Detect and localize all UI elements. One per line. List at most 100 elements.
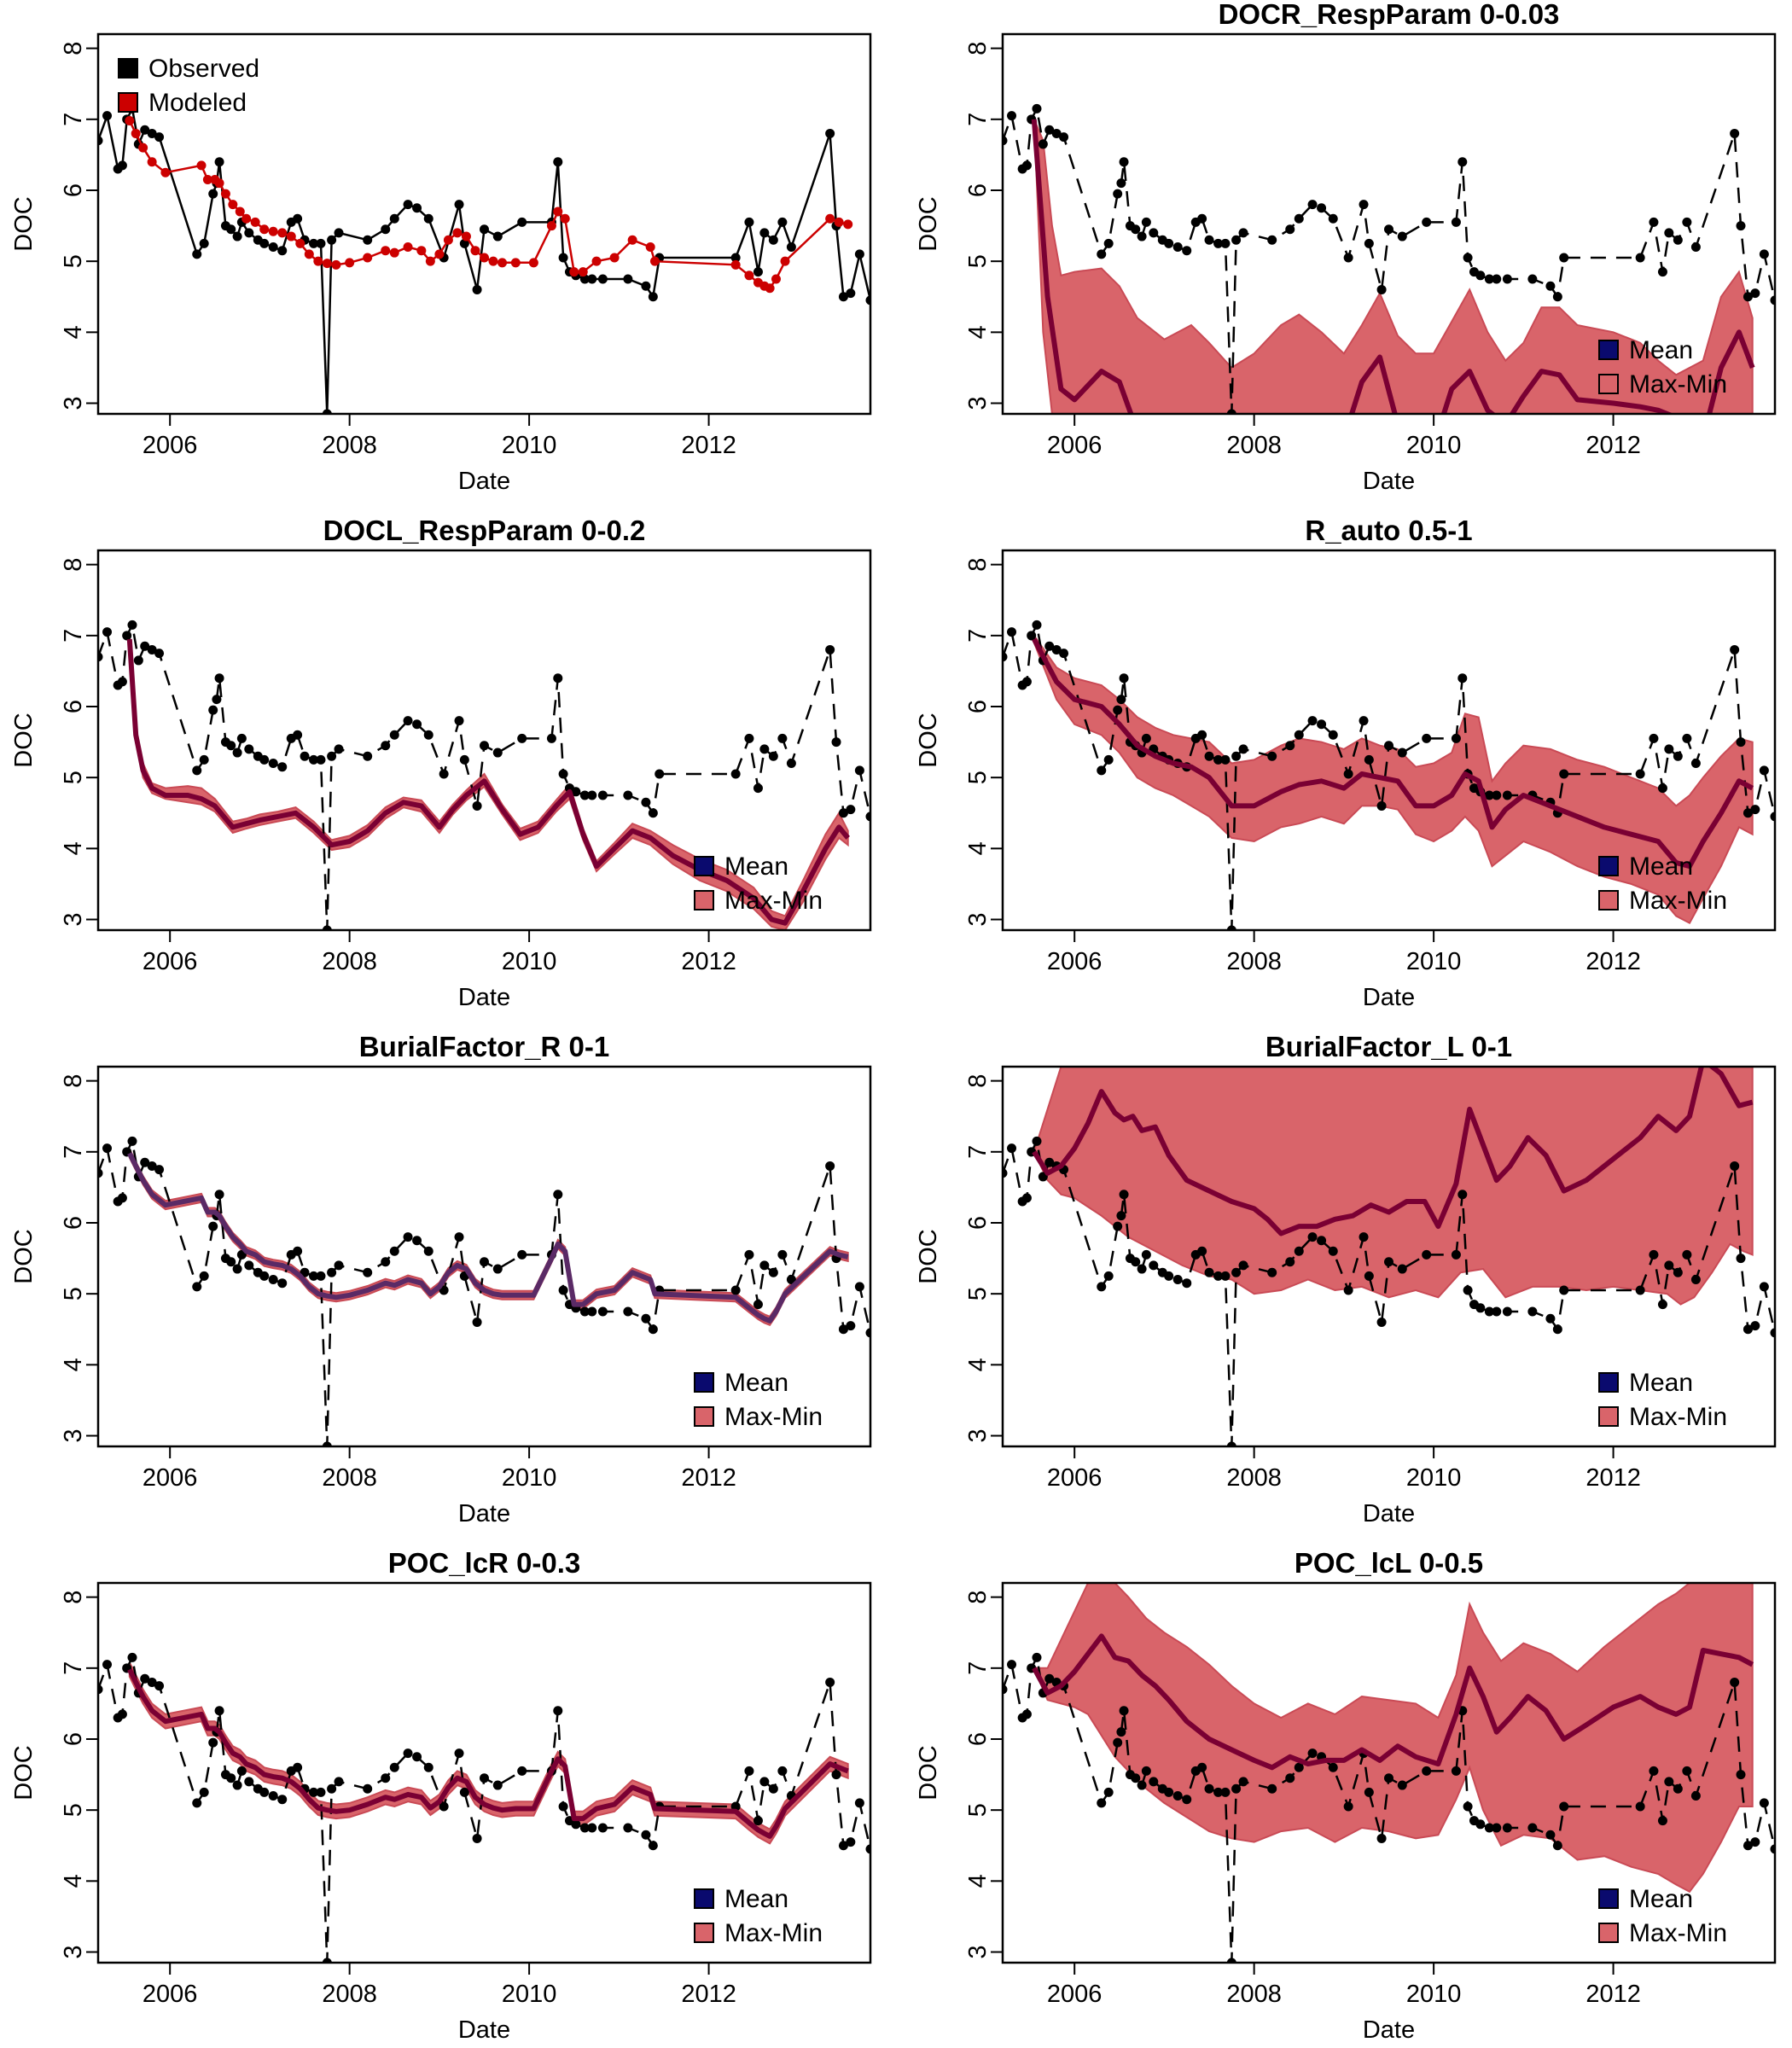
observed-point <box>293 1762 303 1772</box>
observed-point <box>403 1232 413 1242</box>
panel-8: POC_lcL 0-0.5 3 4 5 6 7 8 2006 2008 2010 2012 Date D… <box>915 1547 1777 2044</box>
modeled-point <box>627 235 637 245</box>
plot-area <box>1003 1583 1775 1963</box>
plot-frame <box>96 1581 872 1964</box>
observed-point <box>117 160 127 171</box>
observed-point <box>1103 1787 1114 1797</box>
observed-point <box>865 1328 870 1338</box>
modeled-point <box>214 178 224 189</box>
legend: Mean Max-Min <box>1598 1885 1727 1947</box>
observed-point <box>214 673 224 684</box>
observed-point <box>423 1762 433 1772</box>
observed-point <box>147 1677 157 1687</box>
y-tick-label: 8 <box>60 558 87 572</box>
observed-point <box>334 1260 344 1271</box>
observed-point <box>1103 238 1114 248</box>
observed-point <box>192 765 202 776</box>
x-tick-label: 2010 <box>1406 432 1462 459</box>
observed-point <box>641 1830 651 1840</box>
legend-label-mean: Mean <box>1629 852 1693 881</box>
series-observed-dashed-line <box>1003 105 1775 414</box>
observed-point <box>226 1773 236 1783</box>
observed-point <box>316 1271 326 1281</box>
observed-point <box>459 754 469 765</box>
observed-point <box>1032 1652 1042 1662</box>
observed-point <box>1492 790 1502 800</box>
observed-point <box>133 655 143 666</box>
observed-point <box>1032 1136 1042 1146</box>
observed-point <box>517 217 527 227</box>
observed-point <box>1164 238 1174 248</box>
observed-point <box>854 1798 864 1808</box>
observed-point <box>1682 733 1692 743</box>
y-tick-label: 4 <box>964 1358 992 1371</box>
observed-point <box>412 203 422 213</box>
x-tick-label: 2008 <box>1226 432 1282 459</box>
observed-point <box>744 1766 754 1776</box>
observed-point <box>648 1841 658 1851</box>
observed-point <box>1172 1791 1183 1801</box>
observed-point <box>1285 1773 1295 1783</box>
observed-point <box>1384 1257 1393 1267</box>
y-tick-label: 4 <box>964 325 992 339</box>
y-tick-label: 6 <box>964 183 992 197</box>
observed-point <box>389 213 399 224</box>
observed-point <box>1137 1264 1147 1274</box>
plot-area <box>1003 103 1775 414</box>
x-tick-label: 2008 <box>322 432 377 459</box>
observed-point <box>759 1777 770 1787</box>
observed-point <box>1119 1190 1129 1200</box>
observed-point <box>1673 1783 1683 1794</box>
x-tick-label: 2008 <box>1226 1464 1282 1492</box>
series-mean-line <box>1032 1067 1754 1236</box>
observed-point <box>154 132 165 143</box>
observed-point <box>1364 1271 1374 1281</box>
observed-point <box>1204 1267 1214 1277</box>
modeled-point <box>403 242 413 253</box>
observed-point <box>1238 228 1248 238</box>
y-tick-label: 8 <box>60 1074 87 1088</box>
observed-point <box>768 1783 778 1794</box>
legend: Mean Max-Min <box>694 1885 823 1947</box>
observed-point <box>1204 1783 1214 1794</box>
x-axis-label: Date <box>1363 984 1415 1011</box>
observed-point <box>454 716 464 726</box>
legend-label-observed: Observed <box>148 55 259 83</box>
observed-point <box>1164 1787 1174 1797</box>
modeled-point <box>825 213 835 224</box>
legend-label-mean: Mean <box>1629 1369 1693 1397</box>
observed-point <box>1635 769 1645 779</box>
observed-point <box>1552 292 1562 302</box>
observed-point <box>1359 1232 1369 1242</box>
plot-frame <box>96 549 872 932</box>
observed-point <box>623 790 633 800</box>
x-axis-label: Date <box>458 2016 510 2044</box>
modeled-point <box>286 231 296 241</box>
x-axis-label: Date <box>1363 468 1415 495</box>
observed-point <box>1502 790 1512 800</box>
observed-point <box>1021 1709 1032 1719</box>
modeled-point <box>497 258 508 268</box>
modeled-point <box>553 207 563 217</box>
observed-point <box>1743 1841 1753 1851</box>
observed-point <box>300 751 310 761</box>
modeled-point <box>528 258 538 268</box>
observed-point <box>334 1777 344 1787</box>
observed-point <box>1131 224 1141 235</box>
observed-point <box>831 1770 841 1780</box>
observed-point <box>1527 274 1538 284</box>
y-tick-label: 6 <box>60 700 87 713</box>
observed-point <box>327 235 337 245</box>
y-tick-label: 3 <box>60 912 87 926</box>
legend-label-mean: Mean <box>724 1369 788 1397</box>
observed-point <box>140 125 150 135</box>
series-observed-dashed-line <box>1003 1137 1775 1446</box>
x-tick-label: 2010 <box>1406 1464 1462 1492</box>
observed-point <box>293 730 303 740</box>
observed-point <box>293 1246 303 1256</box>
observed-point <box>322 1958 332 1963</box>
observed-point <box>208 1221 218 1231</box>
legend-label-mean: Mean <box>1629 336 1693 364</box>
modeled-point <box>277 228 288 238</box>
observed-point <box>1559 1801 1569 1812</box>
